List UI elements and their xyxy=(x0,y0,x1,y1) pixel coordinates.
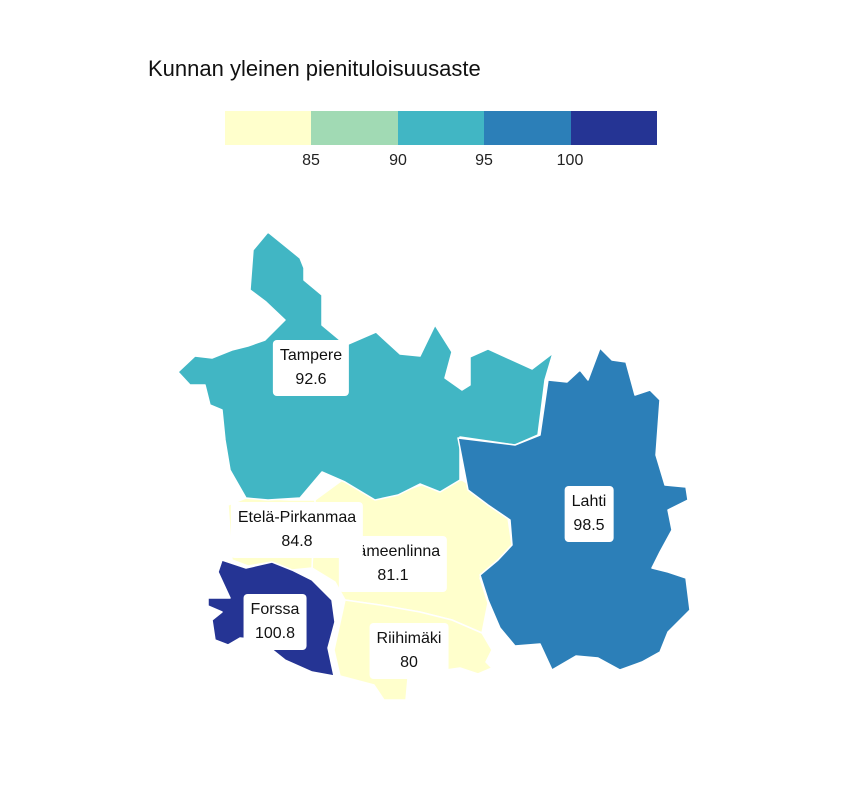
legend-tick-95: 95 xyxy=(475,152,493,169)
color-legend xyxy=(225,111,658,145)
region-name: Lahti xyxy=(571,493,607,510)
legend-swatch-4 xyxy=(484,111,571,145)
legend-tick-90: 90 xyxy=(389,152,407,169)
legend-ticks: 85 90 95 100 xyxy=(225,152,657,172)
region-name: Riihimäki xyxy=(376,630,442,647)
legend-swatch-1 xyxy=(225,111,312,145)
label-forssa: Forssa 100.8 xyxy=(243,594,307,650)
legend-tick-85: 85 xyxy=(302,152,320,169)
region-value: 98.5 xyxy=(573,517,605,534)
region-value: 80 xyxy=(400,654,418,671)
region-name: Hämeenlinna xyxy=(345,543,441,560)
label-riihimaki: Riihimäki 80 xyxy=(369,623,449,679)
region-name: Etelä-Pirkanmaa xyxy=(237,509,357,526)
region-value: 84.8 xyxy=(281,533,313,550)
label-lahti: Lahti 98.5 xyxy=(564,486,614,542)
region-name: Tampere xyxy=(279,347,343,364)
region-tampere[interactable] xyxy=(177,231,554,501)
label-etela-pirkanmaa: Etelä-Pirkanmaa 84.8 xyxy=(230,502,364,558)
region-name: Forssa xyxy=(250,601,300,618)
region-value: 81.1 xyxy=(377,567,409,584)
legend-swatch-3 xyxy=(397,111,485,145)
map-title: Kunnan yleinen pienituloisuusaste xyxy=(148,56,481,81)
legend-swatch-5 xyxy=(570,111,658,145)
legend-tick-100: 100 xyxy=(556,152,584,169)
legend-swatch-2 xyxy=(311,111,398,145)
region-value: 92.6 xyxy=(295,371,327,388)
region-value: 100.8 xyxy=(254,625,296,642)
label-tampere: Tampere 92.6 xyxy=(272,340,350,396)
